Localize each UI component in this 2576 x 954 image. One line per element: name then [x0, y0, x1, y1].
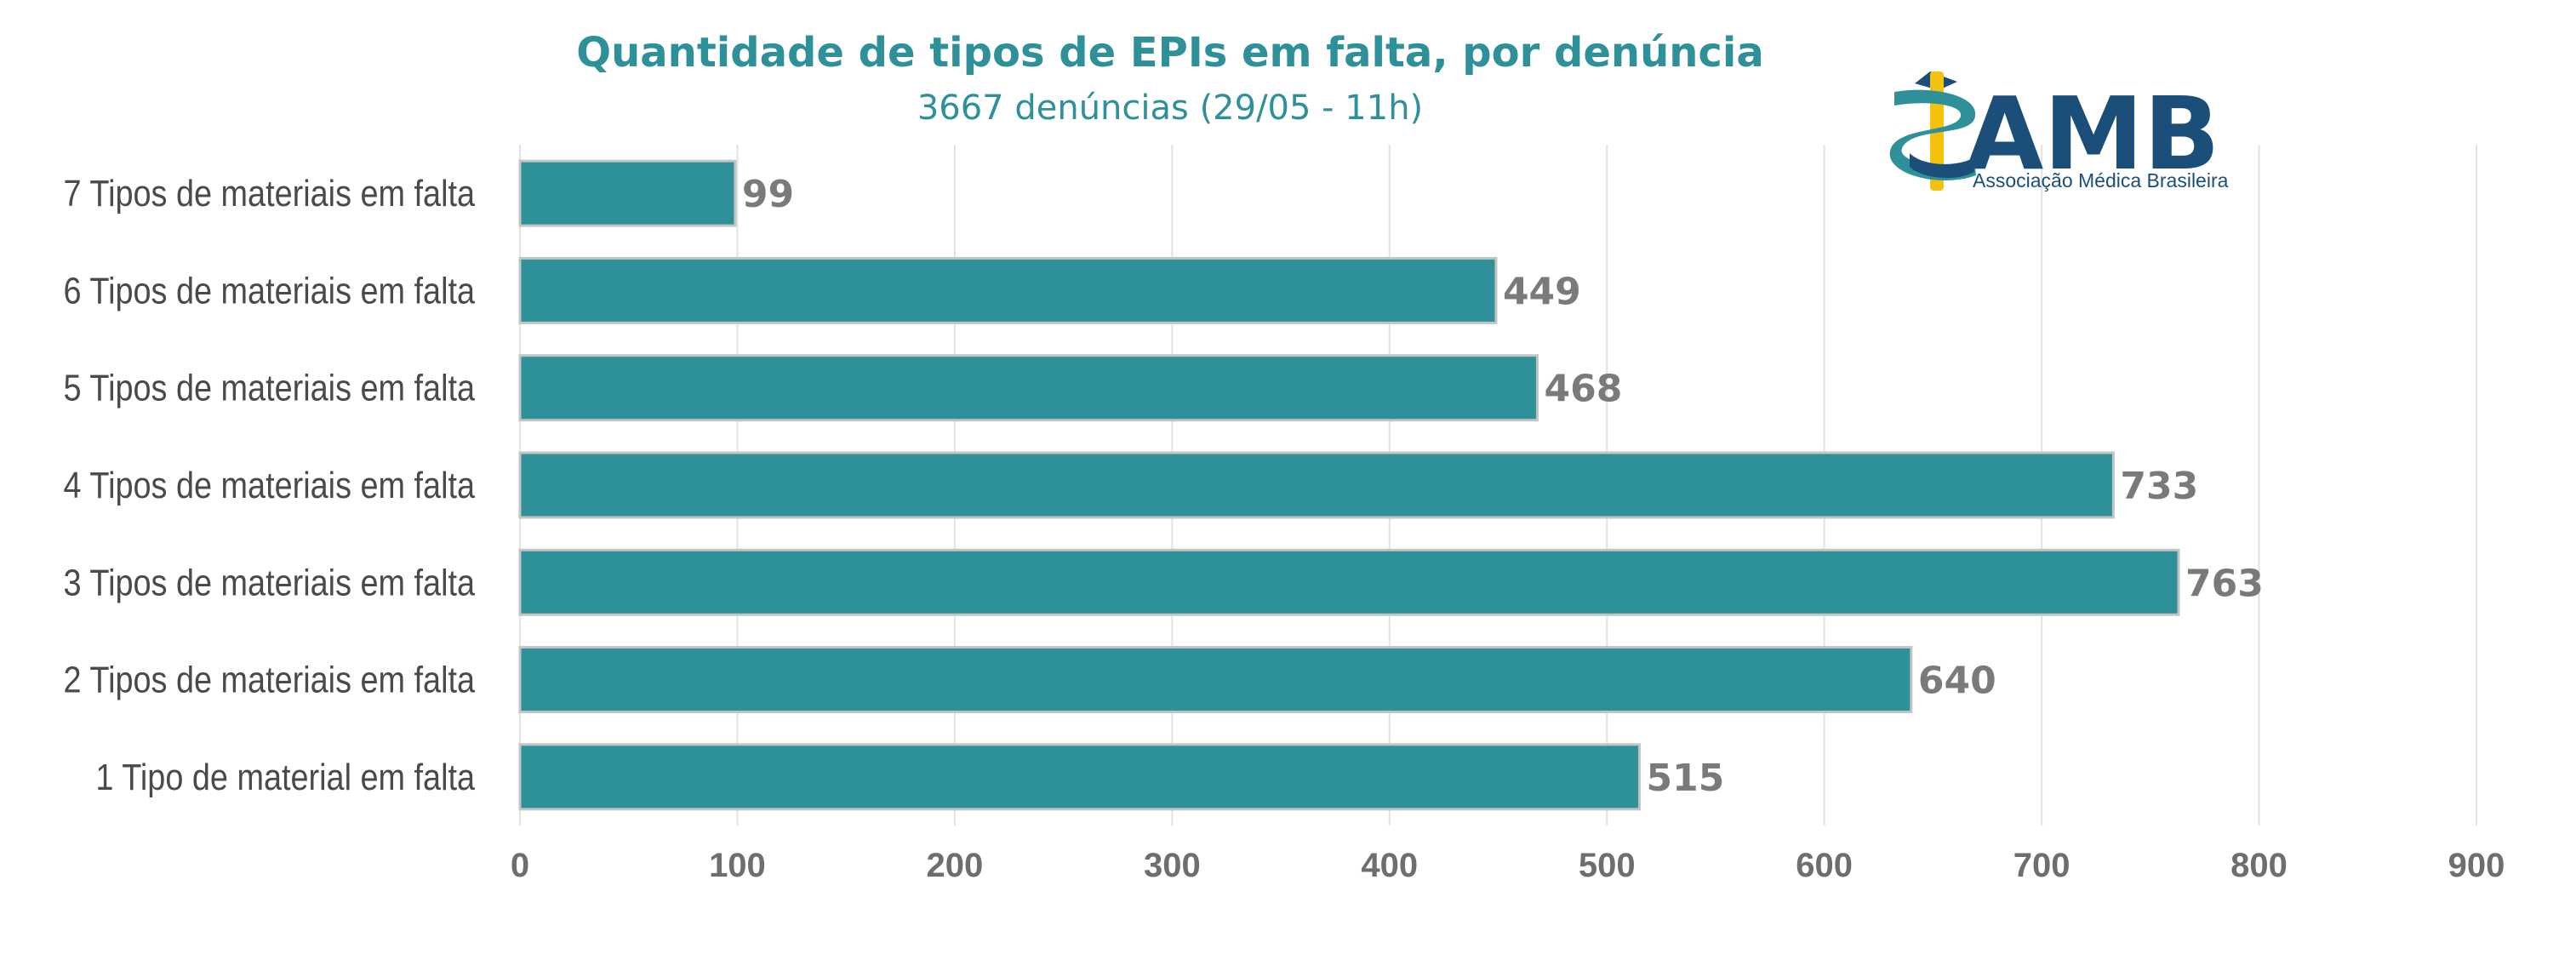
- x-tick-label: 400: [1361, 847, 1418, 884]
- data-label: 640: [1918, 660, 1996, 703]
- bar: [518, 646, 1913, 714]
- caduceus-icon: [1889, 71, 1976, 191]
- category-label: 6 Tipos de materiais em falta: [64, 270, 476, 311]
- x-tick-label: 800: [2230, 847, 2288, 884]
- data-label: 763: [2185, 562, 2264, 605]
- x-tick-label: 700: [2013, 847, 2071, 884]
- data-label: 733: [2120, 465, 2198, 508]
- logo-wordmark: AMB: [1966, 75, 2220, 192]
- bar: [518, 451, 2115, 519]
- x-tick-label: 600: [1796, 847, 1853, 884]
- amb-logo: AMB Associação Médica Brasileira: [1889, 71, 2229, 192]
- x-axis-tick-labels: 0 100 200 300 400 500 600 700 800 900: [511, 847, 2505, 884]
- category-label: 4 Tipos de materiais em falta: [64, 464, 476, 506]
- x-tick-label: 100: [709, 847, 766, 884]
- bar: [518, 256, 1498, 324]
- data-label: 99: [742, 173, 794, 216]
- bars: [518, 159, 2180, 811]
- category-labels: 7 Tipos de materiais em falta 6 Tipos de …: [64, 172, 476, 797]
- category-label: 3 Tipos de materiais em falta: [64, 562, 476, 603]
- x-tick-label: 300: [1144, 847, 1201, 884]
- category-label: 5 Tipos de materiais em falta: [64, 367, 476, 408]
- logo-subtitle: Associação Médica Brasileira: [1973, 169, 2229, 191]
- value-labels: 99 449 468 733 763 640 515: [742, 173, 2264, 800]
- data-label: 449: [1503, 270, 1581, 313]
- x-tick-label: 0: [511, 847, 529, 884]
- x-tick-label: 900: [2448, 847, 2505, 884]
- category-label: 7 Tipos de materiais em falta: [64, 172, 476, 214]
- data-label: 515: [1647, 757, 1725, 800]
- data-label: 468: [1544, 368, 1622, 411]
- x-tick-label: 500: [1579, 847, 1636, 884]
- bar: [518, 548, 2180, 616]
- bar: [518, 354, 1539, 422]
- bar: [518, 743, 1642, 811]
- x-tick-label: 200: [927, 847, 984, 884]
- chart-subtitle: 3667 denúncias (29/05 - 11h): [917, 89, 1423, 128]
- chart-title: Quantidade de tipos de EPIs em falta, po…: [576, 29, 1763, 77]
- category-label: 2 Tipos de materiais em falta: [64, 659, 476, 700]
- category-label: 1 Tipo de material em falta: [95, 756, 475, 797]
- bar: [518, 159, 737, 227]
